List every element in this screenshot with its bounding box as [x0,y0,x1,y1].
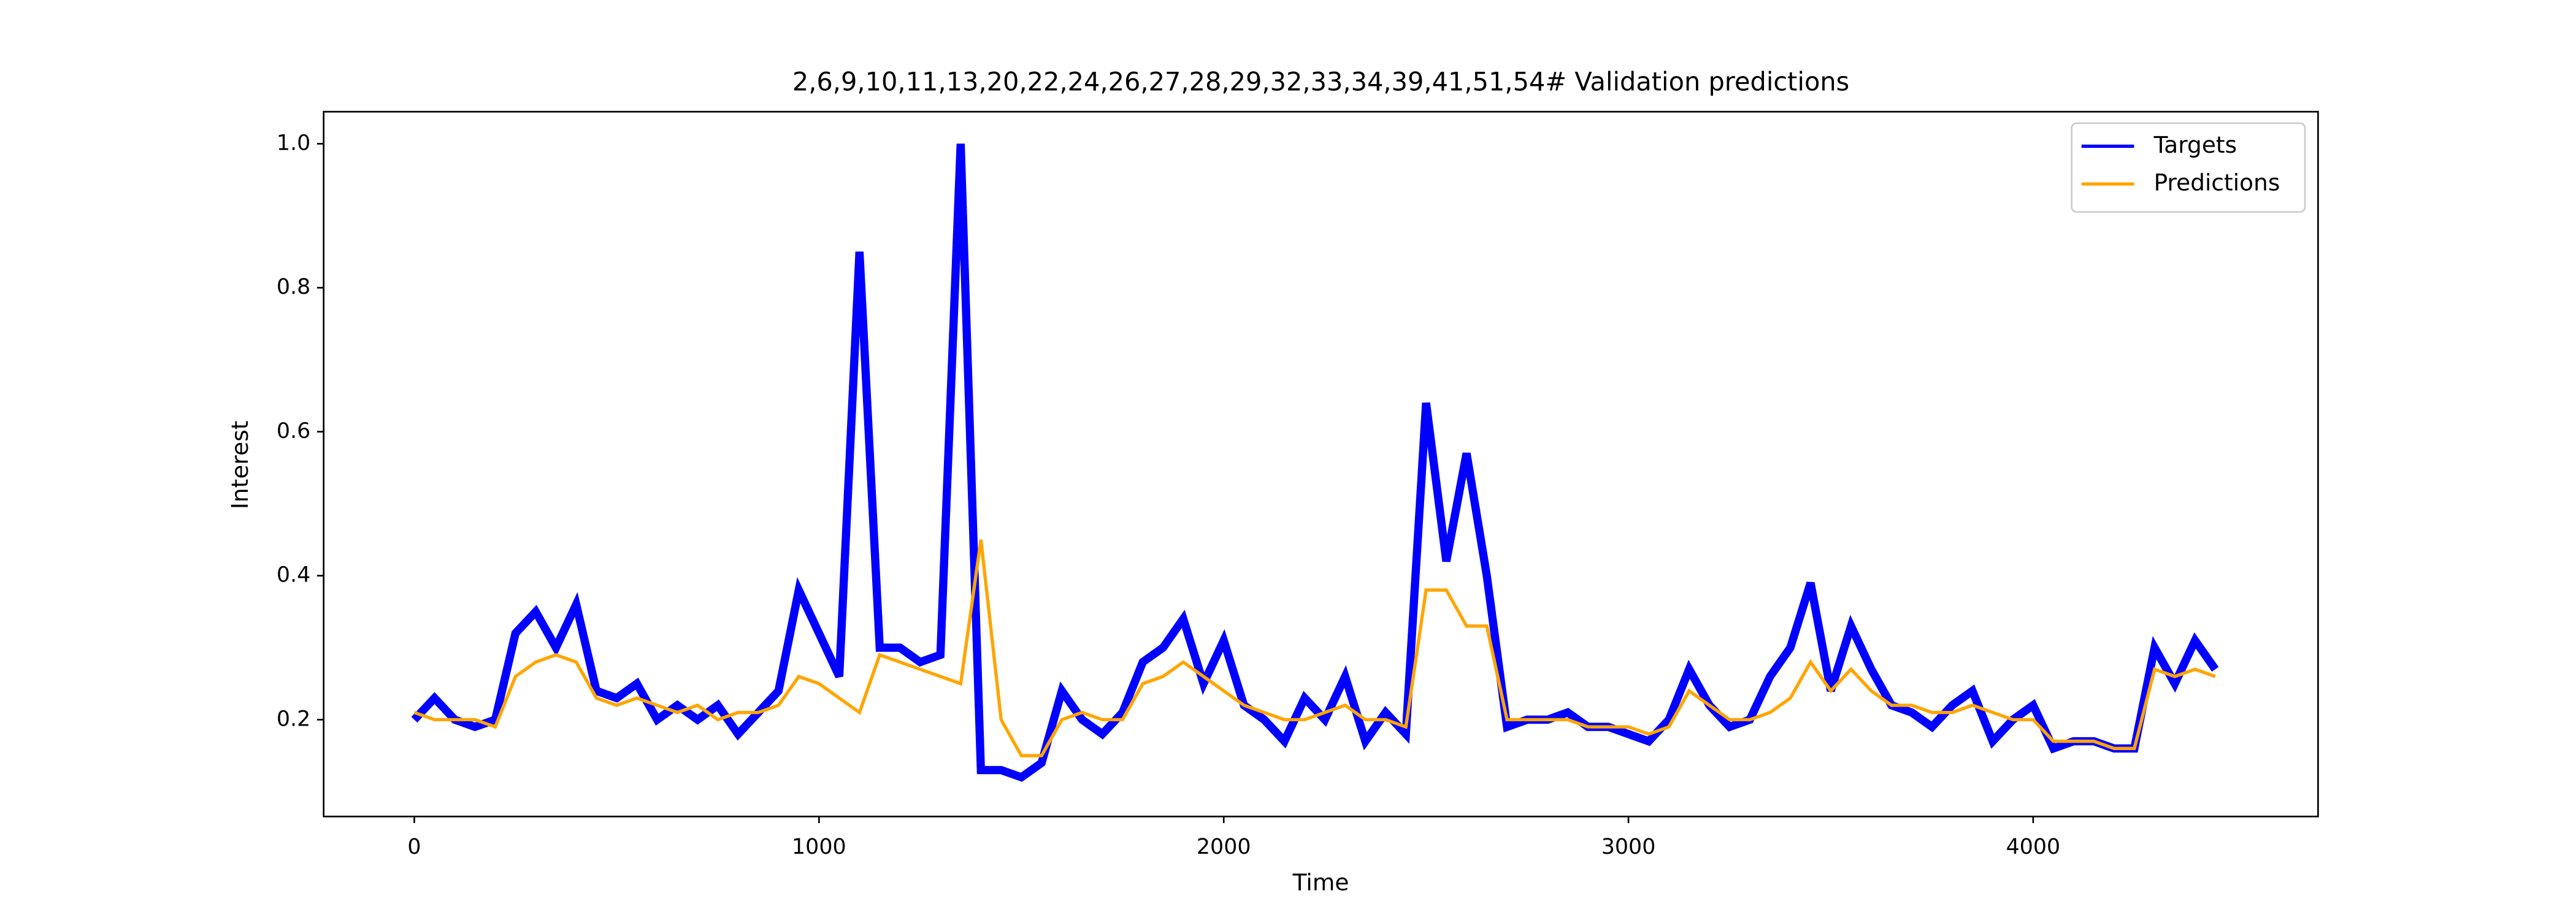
plot-frame [323,110,2319,818]
series-line [413,539,2216,757]
y-axis-label: Interest [226,421,253,510]
legend-label: Targets [2153,131,2237,158]
x-axis-label: Time [1292,869,1349,896]
x-tick-label: 3000 [1601,835,1656,859]
legend-label: Predictions [2154,169,2280,196]
chart-title: 2,6,9,10,11,13,20,22,24,26,27,28,29,32,3… [792,67,1849,97]
y-tick-label: 0.2 [277,707,310,731]
y-tick-label: 1.0 [277,131,310,155]
x-tick-label: 2000 [1197,835,1251,859]
y-tick-label: 0.4 [277,563,310,588]
x-tick-label: 1000 [792,835,846,859]
y-tick-label: 0.8 [277,275,310,299]
series-line [411,144,2219,782]
x-tick-label: 0 [407,835,421,859]
x-tick-label: 4000 [2006,835,2061,859]
y-tick-label: 0.6 [277,419,310,443]
